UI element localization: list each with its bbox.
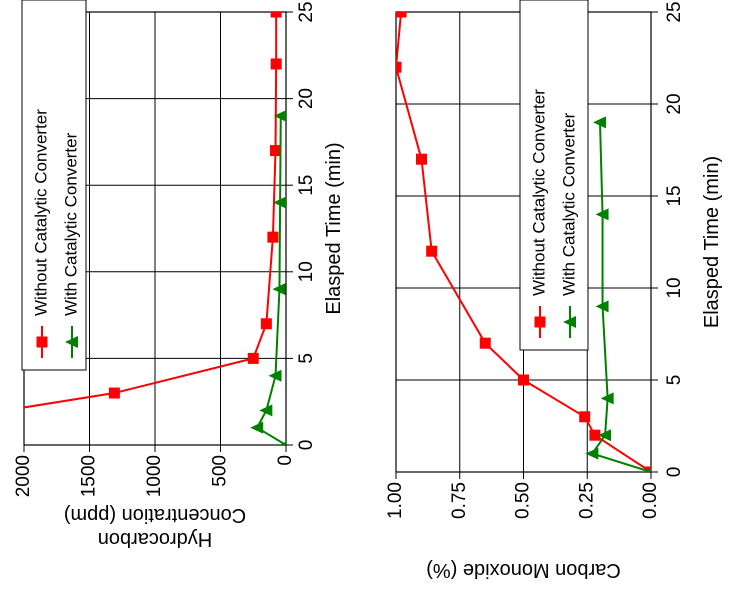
y-tick-label: 0.00: [640, 482, 661, 519]
data-point-1: [595, 300, 609, 313]
series-line-1: [255, 115, 286, 445]
x-tick-label: 20: [296, 88, 317, 109]
x-tick-label: 5: [664, 375, 685, 386]
legend-marker-1: [65, 336, 78, 348]
data-point-0: [479, 337, 491, 349]
data-point-1: [600, 392, 614, 405]
x-tick-label: 25: [664, 1, 685, 22]
plot-area: [396, 12, 651, 472]
y-tick-label: 1000: [144, 455, 165, 497]
data-point-0: [396, 12, 407, 18]
x-tick-label: 5: [296, 353, 317, 364]
x-tick-label: 15: [664, 185, 685, 206]
y-axis-label: Carbon Monoxide (%): [426, 559, 621, 581]
x-tick-label: 15: [296, 175, 317, 196]
data-point-1: [598, 429, 612, 442]
y-tick-label: 2000: [13, 455, 34, 497]
x-tick-label: 20: [664, 93, 685, 114]
data-point-1: [279, 441, 286, 445]
data-point-0: [108, 387, 120, 399]
data-point-0: [270, 12, 282, 18]
data-point-1: [585, 447, 599, 460]
data-point-1: [273, 196, 286, 209]
y-tick-label: 0.25: [576, 482, 597, 519]
legend: Without Catalytic Converter With Catalyti…: [21, 0, 87, 371]
hydrocarbon-chart: 0 5 10 15 20 25 0 500 1000 1500 2000 Elasped Time (…: [13, 0, 345, 550]
data-point-0: [645, 466, 651, 472]
data-point-0: [270, 145, 282, 157]
x-tick-label: 25: [296, 1, 317, 22]
data-point-0: [270, 58, 282, 70]
legend-box: [21, 0, 87, 371]
series-line-0: [24, 12, 278, 409]
data-point-1: [268, 369, 282, 382]
data-point-0: [260, 318, 272, 330]
x-tick-label: 10: [664, 277, 685, 298]
data-point-0: [416, 153, 427, 165]
data-point-0: [589, 429, 601, 441]
y-axis-label-line2: Concentration (ppm): [64, 504, 246, 526]
legend-label-1: With Catalytic Converter: [559, 112, 578, 296]
y-tick-label: 1500: [79, 455, 100, 497]
data-point-0: [579, 411, 591, 423]
legend-marker-1: [563, 316, 576, 328]
legend-label-1: With Catalytic Converter: [61, 132, 80, 316]
data-point-1: [593, 116, 606, 129]
legend-label-0: Without Catalytic Converter: [31, 109, 50, 316]
data-point-1: [272, 283, 286, 296]
data-point-1: [250, 421, 264, 434]
data-point-0: [426, 245, 438, 257]
x-axis-label: Elasped Time (min): [323, 142, 345, 314]
x-tick-label: 0: [664, 467, 685, 478]
x-axis-label: Elasped Time (min): [701, 156, 723, 328]
series-line-1: [590, 122, 651, 472]
y-tick-label: 1.00: [385, 482, 406, 519]
data-point-0: [247, 352, 259, 364]
legend: Without Catalytic Converter With Catalyti…: [519, 0, 589, 351]
x-tick-label: 10: [296, 261, 317, 282]
plot-area: [24, 12, 286, 445]
y-tick-label: 0.75: [449, 482, 470, 519]
y-tick-label: 0.50: [513, 482, 534, 519]
legend-box: [519, 0, 589, 351]
data-point-1: [644, 468, 651, 472]
data-point-1: [595, 208, 609, 221]
data-point-0: [396, 61, 402, 73]
y-tick-label: 500: [210, 455, 231, 487]
carbon-monoxide-chart: 0 5 10 15 20 25 0.00 0.25 0.50 0.75 1.00 Elasped Ti…: [385, 0, 723, 581]
data-point-0: [518, 374, 529, 386]
data-point-1: [273, 110, 286, 122]
y-axis-label-line1: Hydrocarbon: [98, 528, 213, 550]
legend-label-0: Without Catalytic Converter: [529, 89, 548, 296]
legend-marker-0: [36, 336, 48, 348]
data-point-1: [259, 404, 273, 417]
data-point-0: [267, 231, 279, 243]
x-tick-label: 0: [296, 440, 317, 451]
y-tick-label: 0: [275, 455, 296, 466]
legend-marker-0: [534, 316, 546, 328]
